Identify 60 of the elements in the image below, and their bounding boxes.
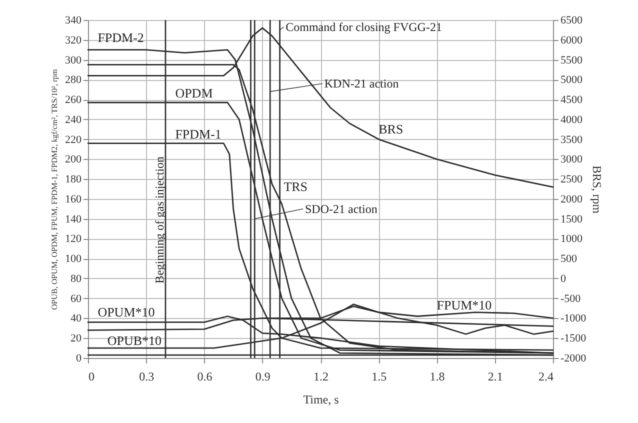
series-label: BRS	[378, 121, 404, 136]
series-label: OPUB*10	[107, 333, 162, 348]
y2-tick-label: 500	[560, 253, 578, 266]
y-tick-label: 200	[65, 154, 82, 166]
y2-tick-label: 4500	[560, 94, 583, 106]
y2-tick-label: 5000	[560, 74, 583, 86]
y2-tick-label: -1000	[560, 312, 587, 325]
ref-line-label: KDN-21 action	[324, 76, 399, 91]
ref-line-label: SDO-21 action	[305, 202, 378, 216]
y2-tick-label: 6500	[560, 14, 583, 26]
y2-tick-label: 1500	[560, 213, 583, 226]
y2-tick-label: 3000	[560, 154, 583, 166]
ref-line-label: Beginning of gas injection	[152, 156, 167, 284]
y2-tick-label: -1500	[560, 332, 587, 345]
y2-tick-label: 1000	[560, 233, 583, 246]
y-tick-label: 60	[70, 292, 82, 305]
y-tick-label: 340	[65, 14, 82, 26]
x-tick-label: 2.4	[538, 370, 554, 384]
y-tick-label: 80	[70, 272, 82, 285]
y2-tick-label: 2500	[560, 174, 583, 186]
y2-tick-label: 6000	[560, 34, 583, 46]
x-tick-label: 0	[88, 370, 94, 384]
series-label: FPUM*10	[436, 297, 492, 312]
y2-tick-label: -500	[560, 292, 582, 305]
x-tick-label: 2.1	[488, 370, 503, 384]
y-tick-label: 0	[76, 352, 82, 364]
y-tick-label: 240	[65, 114, 82, 126]
y2-tick-label: 2000	[560, 193, 583, 206]
x-tick-label: 0.3	[139, 370, 154, 384]
y2-tick-label: 5500	[560, 54, 583, 66]
y-tick-label: 120	[65, 233, 82, 246]
y-tick-label: 220	[65, 134, 82, 146]
y2-tick-label: 0	[560, 272, 566, 285]
y2-tick-label: -2000	[560, 352, 587, 364]
series-label: OPUM*10	[98, 304, 155, 320]
y-tick-label: 20	[70, 332, 82, 345]
series-label: FPDM-1	[175, 126, 222, 142]
x-tick-label: 1.8	[430, 370, 445, 384]
y2-tick-label: 3500	[560, 134, 583, 146]
y-tick-label: 260	[65, 94, 82, 106]
y-tick-label: 100	[65, 253, 82, 266]
y2-axis-title: BRS, rpm	[590, 165, 604, 214]
x-tick-label: 1.5	[372, 370, 387, 384]
y2-tick-label: 4000	[560, 114, 583, 126]
x-tick-label: 1.2	[314, 370, 328, 384]
y-tick-label: 40	[70, 312, 82, 325]
y-tick-label: 320	[65, 34, 82, 46]
y-tick-label: 280	[65, 74, 82, 86]
y-tick-label: 180	[65, 174, 82, 186]
series-label: OPDM	[175, 86, 214, 101]
y-tick-label: 160	[65, 193, 82, 206]
series-label: TRS	[284, 179, 308, 194]
series-label: FPDM-2	[98, 30, 144, 45]
y-axis-title: OPUB, OPUM, OPDM, FPUM, FPDM-1, FPDM2, kgf/cm², TRS/10², rpm	[50, 68, 59, 310]
x-axis-title: Time, s	[303, 392, 340, 406]
ref-line-label: Command for closing FVGG-21	[286, 20, 442, 34]
x-tick-label: 0.9	[255, 370, 270, 384]
x-tick-label: 0.6	[197, 370, 212, 384]
y-tick-label: 140	[65, 213, 82, 226]
y-tick-label: 300	[65, 54, 82, 66]
